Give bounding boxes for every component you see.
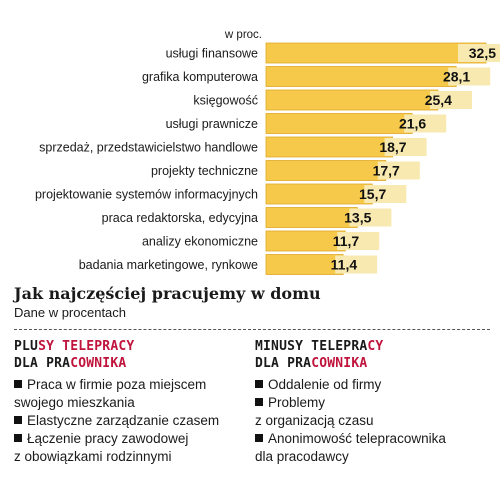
category-label: projekty techniczne — [151, 164, 258, 178]
bar — [265, 42, 487, 64]
value-label: 18,7 — [379, 139, 406, 155]
category-label: sprzedaż, przedstawicielstwo handlowe — [39, 141, 258, 155]
list-item: z organizacją czasu — [255, 413, 374, 428]
pros-title-l2-accent: COWNIKA — [70, 356, 127, 371]
list-item: Praca w firmie poza miejscem — [14, 376, 249, 394]
pros-title-l1-pre: PLU — [14, 339, 39, 354]
category-label: grafika komputerowa — [142, 70, 258, 84]
pros-column: PLUSY TELEPRACY DLA PRACOWNIKA Praca w f… — [14, 338, 249, 466]
square-bullet-icon — [14, 416, 22, 424]
value-labels-group: 32,5 28,1 25,4 21,6 18,7 17,7 15,7 13,5 11,7 11,4 — [331, 45, 497, 273]
lower-section: Jak najczęściej pracujemy w domu Dane w … — [14, 284, 490, 466]
list-item: Łączenie pracy zawodowej — [14, 430, 249, 448]
cons-title-l2-accent: COWNIKA — [311, 356, 368, 371]
square-bullet-icon — [255, 398, 263, 406]
value-label: 28,1 — [443, 69, 470, 85]
cons-title-l1-pre: MINUSY TELEPRA — [255, 339, 368, 354]
value-label-bg — [364, 185, 407, 203]
bar — [265, 113, 413, 134]
cons-title: MINUSY TELEPRACY DLA PRACOWNIKA — [255, 338, 490, 372]
value-label-bg — [384, 138, 427, 156]
square-bullet-icon — [14, 434, 22, 442]
square-bullet-icon — [14, 380, 22, 388]
bar — [265, 89, 439, 111]
section-subtitle: Dane w procentach — [14, 305, 127, 320]
value-label-bg — [448, 67, 491, 86]
section-title: Jak najczęściej pracujemy w domu — [14, 284, 321, 303]
chart-header-fragment — [0, 0, 500, 3]
dashed-divider — [14, 329, 490, 330]
value-label: 21,6 — [399, 116, 426, 132]
cons-title-l2-pre: DLA PRA — [255, 356, 312, 371]
value-label: 15,7 — [359, 186, 386, 202]
value-label-bg — [349, 208, 392, 227]
pros-list: Praca w firmie poza miejscem swojego mie… — [14, 376, 249, 466]
pros-cons-columns: PLUSY TELEPRACY DLA PRACOWNIKA Praca w f… — [14, 338, 490, 466]
value-label-bg — [429, 91, 472, 109]
category-label: praca redaktorska, edycyjna — [102, 211, 258, 225]
bar — [265, 160, 387, 181]
value-label-bg — [404, 114, 447, 133]
category-label: projektowanie systemów informacyjnych — [35, 188, 258, 202]
list-item: Anonimowość telepracownika — [255, 430, 490, 448]
pros-title: PLUSY TELEPRACY DLA PRACOWNIKA — [14, 338, 249, 372]
category-label: usługi finansowe — [166, 47, 258, 61]
value-label-bg — [458, 44, 500, 62]
cons-column: MINUSY TELEPRACY DLA PRACOWNIKA Oddaleni… — [255, 338, 490, 466]
category-labels-group: usługi finansowe grafika komputerowa księg… — [35, 47, 258, 273]
category-label: analizy ekonomiczne — [142, 235, 258, 249]
unit-label: w proc. — [224, 29, 262, 41]
square-bullet-icon — [255, 380, 263, 388]
value-label: 25,4 — [425, 92, 452, 108]
cons-list: Oddalenie od firmy Problemy z organizacj… — [255, 376, 490, 466]
category-label: badania marketingowe, rynkowe — [79, 258, 258, 272]
bars-group — [265, 42, 500, 275]
bar — [265, 183, 373, 205]
category-label: usługi prawnicze — [166, 117, 258, 131]
bar — [265, 66, 457, 87]
cons-title-l1-accent: CY — [367, 339, 384, 354]
value-label-bg — [335, 255, 378, 274]
value-label: 13,5 — [344, 210, 371, 226]
value-label-bg — [337, 232, 380, 250]
list-item: z obowiązkami rodzinnymi — [14, 449, 172, 464]
bar-chart: w proc. usługi finansowe grafika komputer… — [0, 0, 500, 275]
square-bullet-icon — [255, 434, 263, 442]
value-label: 11,7 — [333, 233, 360, 249]
value-label: 17,7 — [373, 163, 400, 179]
bar — [265, 136, 393, 158]
pros-title-l1-accent: SY TELEPRACY — [38, 339, 135, 354]
list-item: swojego mieszkania — [14, 395, 135, 410]
category-label: księgowość — [193, 94, 258, 108]
list-item: Elastyczne zarządzanie czasem — [14, 412, 249, 430]
value-label: 11,4 — [331, 257, 358, 273]
list-item: dla pracodawcy — [255, 449, 349, 464]
value-label: 32,5 — [469, 45, 496, 61]
pros-title-l2-pre: DLA PRA — [14, 356, 71, 371]
value-label-bg — [377, 161, 420, 180]
list-item: Problemy — [255, 394, 490, 412]
list-item: Oddalenie od firmy — [255, 376, 490, 394]
